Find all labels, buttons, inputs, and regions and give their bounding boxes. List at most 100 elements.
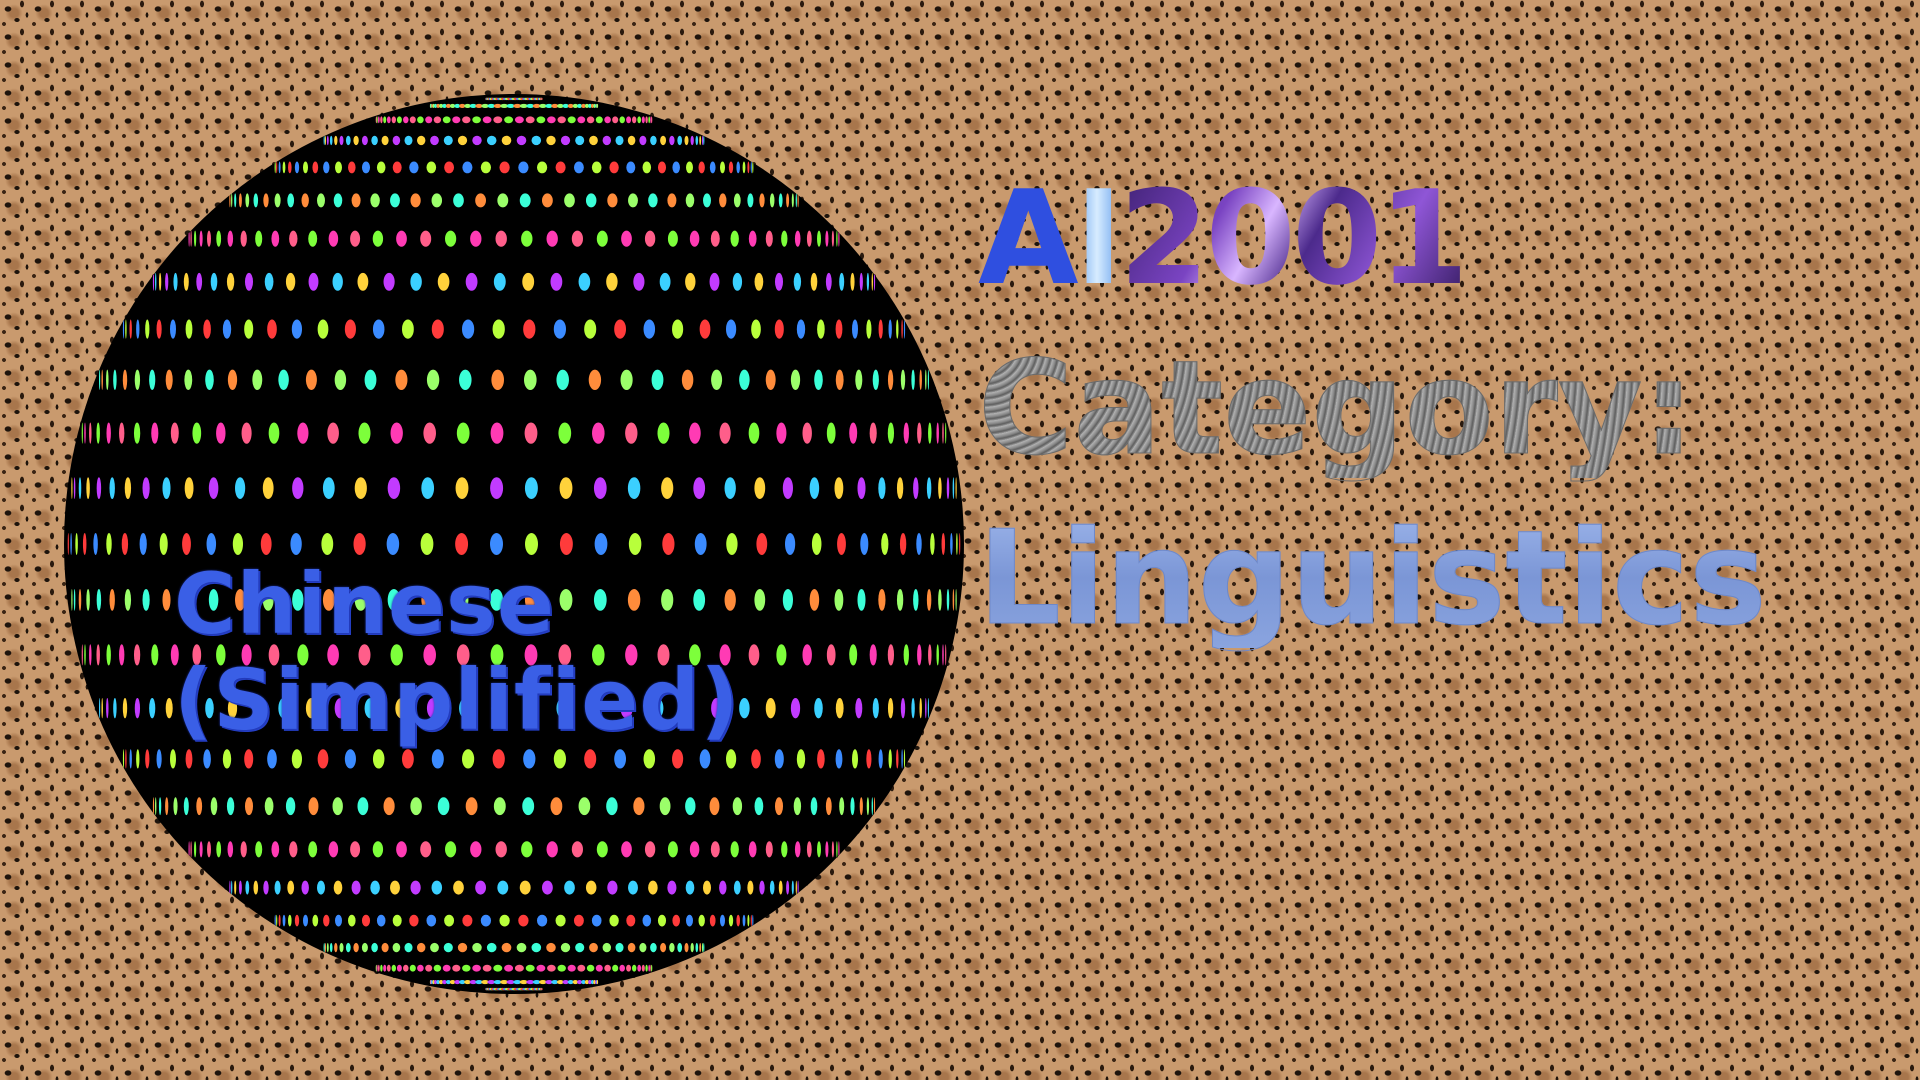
sphere-dot bbox=[285, 272, 296, 291]
sphere-dot bbox=[536, 161, 548, 174]
sphere-dot bbox=[878, 319, 883, 339]
sphere-dot bbox=[124, 477, 132, 500]
sphere-dot bbox=[711, 369, 723, 391]
sphere-dot bbox=[681, 697, 694, 719]
sphere-dot bbox=[593, 980, 596, 985]
sphere-dot bbox=[684, 942, 689, 953]
sphere-dot bbox=[452, 116, 461, 124]
sphere-dot bbox=[693, 588, 706, 611]
sphere-dot bbox=[710, 230, 720, 247]
sphere-dot bbox=[96, 422, 100, 444]
sphere-dot bbox=[750, 914, 752, 927]
sphere-dot bbox=[434, 980, 438, 985]
sphere-dot bbox=[900, 697, 906, 719]
disco-sphere bbox=[62, 92, 966, 996]
sphere-dot bbox=[158, 797, 162, 816]
sphere-dot bbox=[106, 422, 111, 444]
sphere-dot bbox=[602, 135, 612, 146]
sphere-dot bbox=[432, 103, 435, 108]
sphere-dot bbox=[686, 914, 693, 927]
category-value: Linguistics bbox=[978, 502, 1768, 654]
sphere-dot bbox=[491, 697, 504, 719]
sphere-dot bbox=[747, 914, 750, 927]
sphere-dot bbox=[825, 841, 829, 858]
sphere-dot bbox=[790, 369, 801, 391]
sphere-dot bbox=[323, 942, 325, 953]
sphere-dot bbox=[390, 193, 400, 208]
sphere-dot bbox=[395, 369, 408, 391]
sphere-dot bbox=[810, 797, 818, 816]
sphere-dot bbox=[606, 797, 618, 816]
sphere-dot bbox=[184, 697, 193, 719]
sphere-dot bbox=[190, 230, 192, 247]
sphere-dot bbox=[93, 533, 98, 555]
sphere-dot bbox=[519, 103, 528, 108]
sphere-dot bbox=[282, 914, 286, 927]
sphere-dot bbox=[896, 588, 904, 611]
sphere-dot bbox=[709, 161, 716, 174]
sphere-dot bbox=[793, 272, 802, 291]
sphere-dot bbox=[759, 193, 765, 208]
sphere-dot bbox=[487, 980, 496, 985]
sphere-dot bbox=[791, 880, 794, 895]
sphere-dot bbox=[472, 135, 482, 146]
sphere-dot bbox=[207, 230, 211, 247]
sphere-dot bbox=[282, 161, 286, 174]
sphere-dot bbox=[455, 477, 469, 500]
sphere-dot bbox=[323, 914, 330, 927]
sphere-dot bbox=[917, 422, 922, 444]
sphere-dot bbox=[287, 193, 295, 208]
sphere-dot bbox=[185, 749, 193, 769]
sphere-dot bbox=[648, 964, 651, 972]
sphere-dot bbox=[919, 369, 922, 391]
sphere-dot bbox=[626, 161, 636, 174]
sphere-dot bbox=[323, 161, 330, 174]
sphere-dot bbox=[903, 319, 906, 339]
sphere-dot bbox=[835, 369, 844, 391]
sphere-dot bbox=[869, 422, 877, 444]
sphere-dot bbox=[625, 644, 638, 666]
sphere-dot bbox=[327, 644, 339, 666]
sphere-dot bbox=[119, 422, 125, 444]
sphere-dot bbox=[648, 880, 658, 895]
sphere-dot bbox=[627, 135, 636, 146]
sphere-dot bbox=[571, 841, 583, 858]
sphere-dot bbox=[742, 914, 746, 927]
sphere-dot bbox=[514, 116, 524, 124]
sphere-dot bbox=[396, 230, 407, 247]
sphere-dot bbox=[774, 319, 784, 339]
sphere-dot bbox=[667, 230, 678, 247]
sphere-dot bbox=[825, 272, 832, 291]
sphere-dot bbox=[817, 230, 821, 247]
sphere-dot bbox=[606, 272, 618, 291]
sphere-dot bbox=[545, 980, 553, 985]
sphere-dot bbox=[456, 644, 470, 666]
sphere-dot bbox=[159, 533, 168, 555]
sphere-dot bbox=[595, 980, 597, 985]
sphere-dot bbox=[370, 193, 380, 208]
sphere-dot bbox=[577, 103, 583, 108]
sphere-dot bbox=[644, 230, 656, 247]
sphere-dot bbox=[643, 319, 656, 339]
language-label-line1: Chinese bbox=[174, 555, 555, 653]
sphere-dot bbox=[648, 193, 658, 208]
sphere-dot bbox=[839, 272, 845, 291]
sphere-dot bbox=[433, 964, 442, 972]
sphere-dot bbox=[86, 477, 90, 500]
sphere-dot bbox=[782, 588, 793, 611]
sphere-dot bbox=[685, 797, 696, 816]
sphere-dot bbox=[619, 964, 625, 972]
sphere-dot bbox=[165, 272, 169, 291]
sphere-dot bbox=[437, 797, 450, 816]
sphere-dot bbox=[465, 272, 478, 291]
sphere-dot bbox=[493, 797, 506, 816]
sphere-dot bbox=[577, 980, 583, 985]
sphere-dot bbox=[464, 103, 472, 108]
sphere-dot bbox=[836, 841, 838, 858]
sphere-dot bbox=[89, 644, 92, 666]
sphere-dot bbox=[584, 980, 589, 985]
sphere-dot bbox=[334, 942, 338, 953]
sphere-dot bbox=[234, 880, 237, 895]
sphere-dot bbox=[417, 964, 424, 972]
sphere-dot bbox=[849, 422, 858, 444]
